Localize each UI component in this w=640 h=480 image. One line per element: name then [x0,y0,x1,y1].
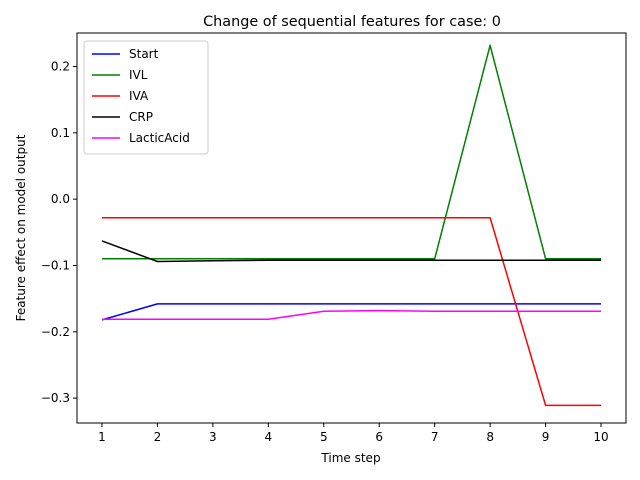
y-tick-label: −0.1 [41,258,70,272]
x-axis: 1 2 3 4 5 6 7 8 9 10 [98,423,609,444]
y-axis: 0.2 0.1 0.0 −0.1 −0.2 −0.3 [41,59,77,405]
legend-label: Start [129,47,159,61]
y-tick-label: 0.2 [51,59,70,73]
legend-label: LacticAcid [129,131,190,145]
axes-frame [76,32,627,424]
x-tick-label: 7 [431,430,439,444]
legend-label: CRP [129,110,153,124]
chart-title: Change of sequential features for case: … [203,14,501,30]
series-line-lacticacid [102,309,601,320]
x-axis-label: Time step [320,451,380,465]
y-tick-label: −0.2 [41,325,70,339]
x-tick-label: 4 [264,430,272,444]
legend: Start IVL IVA CRP LacticAcid [83,40,209,155]
x-tick-label: 5 [320,430,328,444]
series-line-ivl [102,44,601,260]
x-tick-label: 6 [375,430,383,444]
series-line-start [101,303,601,321]
y-tick-label: 0.0 [51,192,70,206]
legend-box [83,40,209,155]
series-line-crp [101,240,601,263]
x-tick-label: 9 [542,430,550,444]
x-tick-label: 8 [486,430,494,444]
x-tick-label: 10 [593,430,608,444]
y-tick-label: −0.3 [41,391,70,405]
x-tick-label: 3 [209,430,217,444]
legend-label: IVA [129,89,149,103]
x-tick-label: 1 [98,430,106,444]
legend-label: IVL [129,68,148,82]
x-tick-label: 2 [154,430,162,444]
y-axis-label: Feature effect on model output [14,134,28,321]
plot-area [101,44,601,407]
y-tick-label: 0.1 [51,126,70,140]
